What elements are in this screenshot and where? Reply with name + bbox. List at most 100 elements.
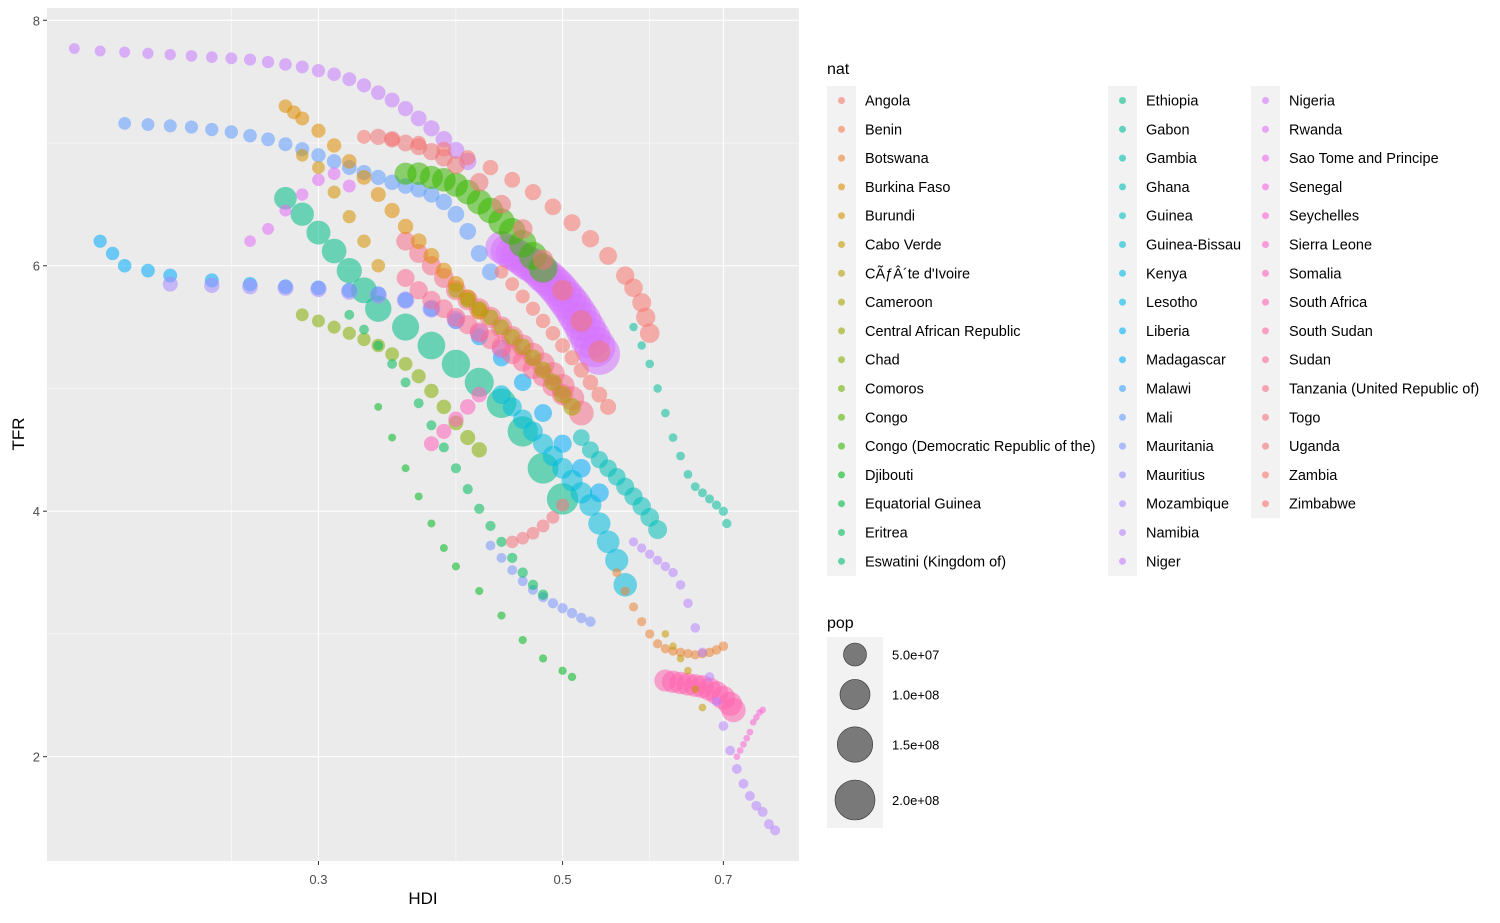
data-point: [464, 367, 494, 397]
data-point: [628, 537, 639, 547]
data-point: [401, 464, 410, 473]
data-point: [162, 276, 178, 292]
legend-label: Lesotho: [1146, 295, 1198, 311]
legend-key-point: [838, 356, 845, 364]
data-point: [370, 85, 386, 100]
data-point: [738, 778, 749, 789]
data-point: [507, 565, 518, 576]
legend-key-point: [1262, 327, 1269, 335]
legend-label: Malawi: [1146, 382, 1191, 398]
legend-key-point: [1262, 471, 1269, 479]
data-point: [645, 549, 655, 559]
data-point: [68, 43, 80, 54]
data-point: [556, 498, 570, 512]
data-point: [261, 55, 275, 69]
data-point: [512, 219, 533, 239]
data-point: [600, 398, 617, 415]
legend-key-point: [1262, 183, 1269, 191]
data-point: [515, 289, 530, 304]
data-point: [544, 198, 562, 216]
legend-key-point: [1119, 529, 1126, 536]
data-point: [599, 247, 618, 265]
data-point: [410, 233, 427, 250]
series-somalia: [423, 386, 488, 452]
data-points: [68, 43, 781, 836]
data-point: [414, 492, 423, 501]
legend-key-point: [1119, 241, 1126, 248]
data-point: [225, 52, 238, 65]
legend-label: Congo: [865, 410, 908, 426]
data-point: [312, 161, 325, 174]
data-point: [525, 301, 541, 316]
size-key-point: [843, 642, 867, 667]
data-point: [311, 63, 326, 78]
legend-label: Mauritania: [1146, 439, 1215, 455]
legend-label: Sierra Leone: [1289, 238, 1372, 254]
data-point: [356, 170, 372, 185]
data-point: [534, 404, 553, 422]
data-point: [763, 819, 774, 830]
data-point: [582, 374, 599, 391]
legend-label: Chad: [865, 353, 900, 369]
data-point: [205, 51, 218, 63]
data-point: [312, 173, 325, 187]
data-point: [261, 132, 275, 147]
data-point: [538, 654, 548, 663]
legend-key-point: [1119, 269, 1126, 277]
data-point: [552, 279, 574, 301]
data-point: [384, 202, 400, 219]
data-point: [745, 791, 755, 801]
legend-label: Eritrea: [865, 526, 909, 542]
data-point: [648, 520, 668, 540]
data-point: [327, 185, 341, 199]
legend-key-point: [1119, 557, 1126, 565]
series-cabo-verde: [661, 630, 707, 712]
series-burundi: [295, 148, 386, 273]
data-point: [669, 642, 677, 651]
data-point: [494, 265, 509, 279]
data-point: [721, 697, 746, 723]
data-point: [326, 154, 342, 169]
data-point: [413, 398, 424, 409]
legend-label: Senegal: [1289, 180, 1342, 196]
legend-label: Eswatini (Kingdom of): [865, 554, 1006, 570]
legend-label: CÃƒÂ´te d'Ivoire: [865, 265, 970, 282]
data-point: [396, 231, 415, 251]
data-point: [397, 218, 414, 235]
data-point: [435, 193, 453, 211]
legend-key-point: [1119, 183, 1126, 191]
legend-key-point: [1262, 442, 1269, 450]
data-point: [295, 111, 310, 126]
color-legend-title: nat: [827, 61, 850, 78]
data-point: [142, 47, 154, 60]
legend-key-point: [838, 500, 845, 508]
data-point: [534, 361, 552, 379]
size-legend-label: 1.5e+08: [892, 738, 939, 753]
data-point: [392, 313, 420, 341]
legend-key-point: [838, 442, 845, 450]
legend-label: Cameroon: [865, 295, 933, 311]
data-point: [545, 325, 561, 341]
data-point: [436, 399, 452, 415]
data-point: [370, 128, 387, 145]
data-point: [411, 369, 426, 384]
data-point: [371, 258, 386, 273]
data-point: [613, 573, 637, 597]
data-point: [733, 753, 741, 761]
data-point: [244, 235, 256, 248]
legend-key-point: [1262, 500, 1269, 508]
series-niger: [68, 43, 477, 171]
data-point: [423, 186, 440, 203]
legend-label: Tanzania (United Republic of): [1289, 382, 1479, 398]
legend-label: Uganda: [1289, 439, 1341, 455]
data-point: [567, 672, 577, 682]
data-point: [462, 484, 473, 495]
legend-label: Gabon: [1146, 122, 1190, 138]
data-point: [505, 277, 520, 292]
legend-key-point: [838, 327, 845, 335]
data-point: [274, 186, 297, 210]
data-point: [481, 263, 500, 281]
data-point: [518, 635, 527, 645]
data-point: [697, 488, 707, 498]
legend-key-point: [838, 413, 845, 421]
